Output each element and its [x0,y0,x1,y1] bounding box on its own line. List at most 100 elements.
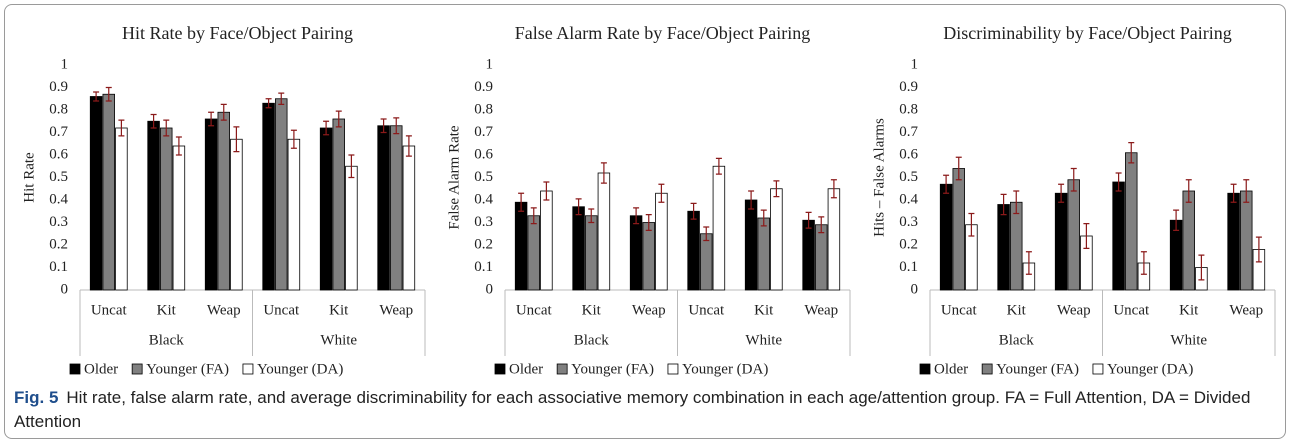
error-bar [348,154,355,179]
legend-swatch [131,363,143,375]
chart-title: False Alarm Rate by Face/Object Pairing [515,23,810,43]
legend-swatch [919,363,931,375]
y-tick-label: 0 [61,281,69,297]
bar [275,98,288,291]
bar [642,222,655,291]
y-tick-label: 0.2 [474,236,493,252]
bar [332,118,345,291]
x-tick-label: Uncat [688,302,725,318]
error-bar [290,129,297,149]
error-bar [530,207,537,225]
legend-label: Older [509,361,543,377]
legend-label: Younger (DA) [1107,361,1193,377]
x-tick-label: Uncat [516,302,553,318]
x-tick-label: Weap [1229,302,1263,318]
error-bar [955,156,962,181]
error-bar [150,113,157,129]
bar [147,120,160,291]
error-bar [380,118,387,134]
x-tick-label: Kit [329,302,349,318]
legend-label: Younger (FA) [571,361,654,377]
y-tick-label: 0.2 [899,236,918,252]
error-bar [818,216,825,234]
error-bar [1173,209,1180,231]
y-tick-label: 1 [911,56,919,72]
bar [997,204,1010,291]
y-tick-label: 0.5 [49,169,68,185]
bar [377,125,390,291]
bar [1112,181,1125,291]
error-bar [1230,183,1237,203]
error-bar [760,209,767,227]
y-tick-label: 1 [61,56,69,72]
legend-label: Younger (DA) [682,361,768,377]
x-tick-label: Kit [1007,302,1027,318]
error-bar [773,180,780,198]
error-bar [1140,251,1147,275]
error-bar [645,214,652,231]
error-bar [405,135,412,157]
error-bar [1198,254,1205,281]
y-tick-label: 0.3 [49,214,68,230]
y-tick-label: 0.9 [49,79,68,95]
error-bar [588,208,595,224]
bar [815,224,828,291]
error-bar [105,86,112,102]
x-tick-label: Weap [1057,302,1091,318]
x-tick-label: Kit [754,302,774,318]
y-tick-label: 0.3 [899,214,918,230]
y-tick-label: 0.6 [474,146,493,162]
bar [402,145,416,291]
x-tick-label: Weap [632,302,666,318]
bar [770,188,783,291]
error-bar [335,110,342,128]
group-label: Black [149,332,184,348]
x-tick-label: Uncat [263,302,300,318]
y-tick-label: 0.8 [49,101,68,117]
group-label: Black [574,332,609,348]
frame [4,4,1286,439]
y-tick-label: 0 [486,281,494,297]
bar [939,183,953,291]
y-tick-label: 0.4 [899,191,918,207]
bar [629,215,643,291]
x-tick-label: Weap [379,302,413,318]
error-bar [265,98,272,109]
bar [514,201,528,291]
bar [102,93,115,291]
bar [1067,179,1080,291]
bar [802,219,815,291]
error-bar [830,179,837,199]
error-bar [748,190,755,210]
bar [217,111,230,291]
y-tick-label: 0.6 [49,146,68,162]
y-axis-label: False Alarm Rate [446,125,462,229]
bar [262,102,275,291]
bar [952,168,965,291]
legend-label: Younger (DA) [257,361,343,377]
y-tick-label: 0.1 [899,259,918,275]
error-bar [543,181,550,201]
error-bar [1083,223,1090,249]
y-tick-label: 0.5 [899,169,918,185]
legend-swatch [1092,363,1104,375]
bar [744,199,758,291]
bar [1054,192,1068,291]
x-tick-label: Weap [804,302,838,318]
error-bar [220,103,227,121]
bar [597,172,611,291]
x-tick-label: Kit [157,302,177,318]
error-bar [118,119,125,137]
error-bar [715,157,722,175]
y-tick-label: 0.7 [474,124,493,140]
chart-title: Hit Rate by Face/Object Pairing [122,23,353,43]
error-bar [968,212,975,237]
legend-swatch [242,363,254,375]
error-bar [1128,142,1135,164]
bar [1125,152,1138,291]
error-bar [633,207,640,225]
y-tick-label: 1 [486,56,494,72]
y-tick-label: 0.2 [49,236,68,252]
error-bar [278,92,285,105]
error-bar [93,91,100,102]
